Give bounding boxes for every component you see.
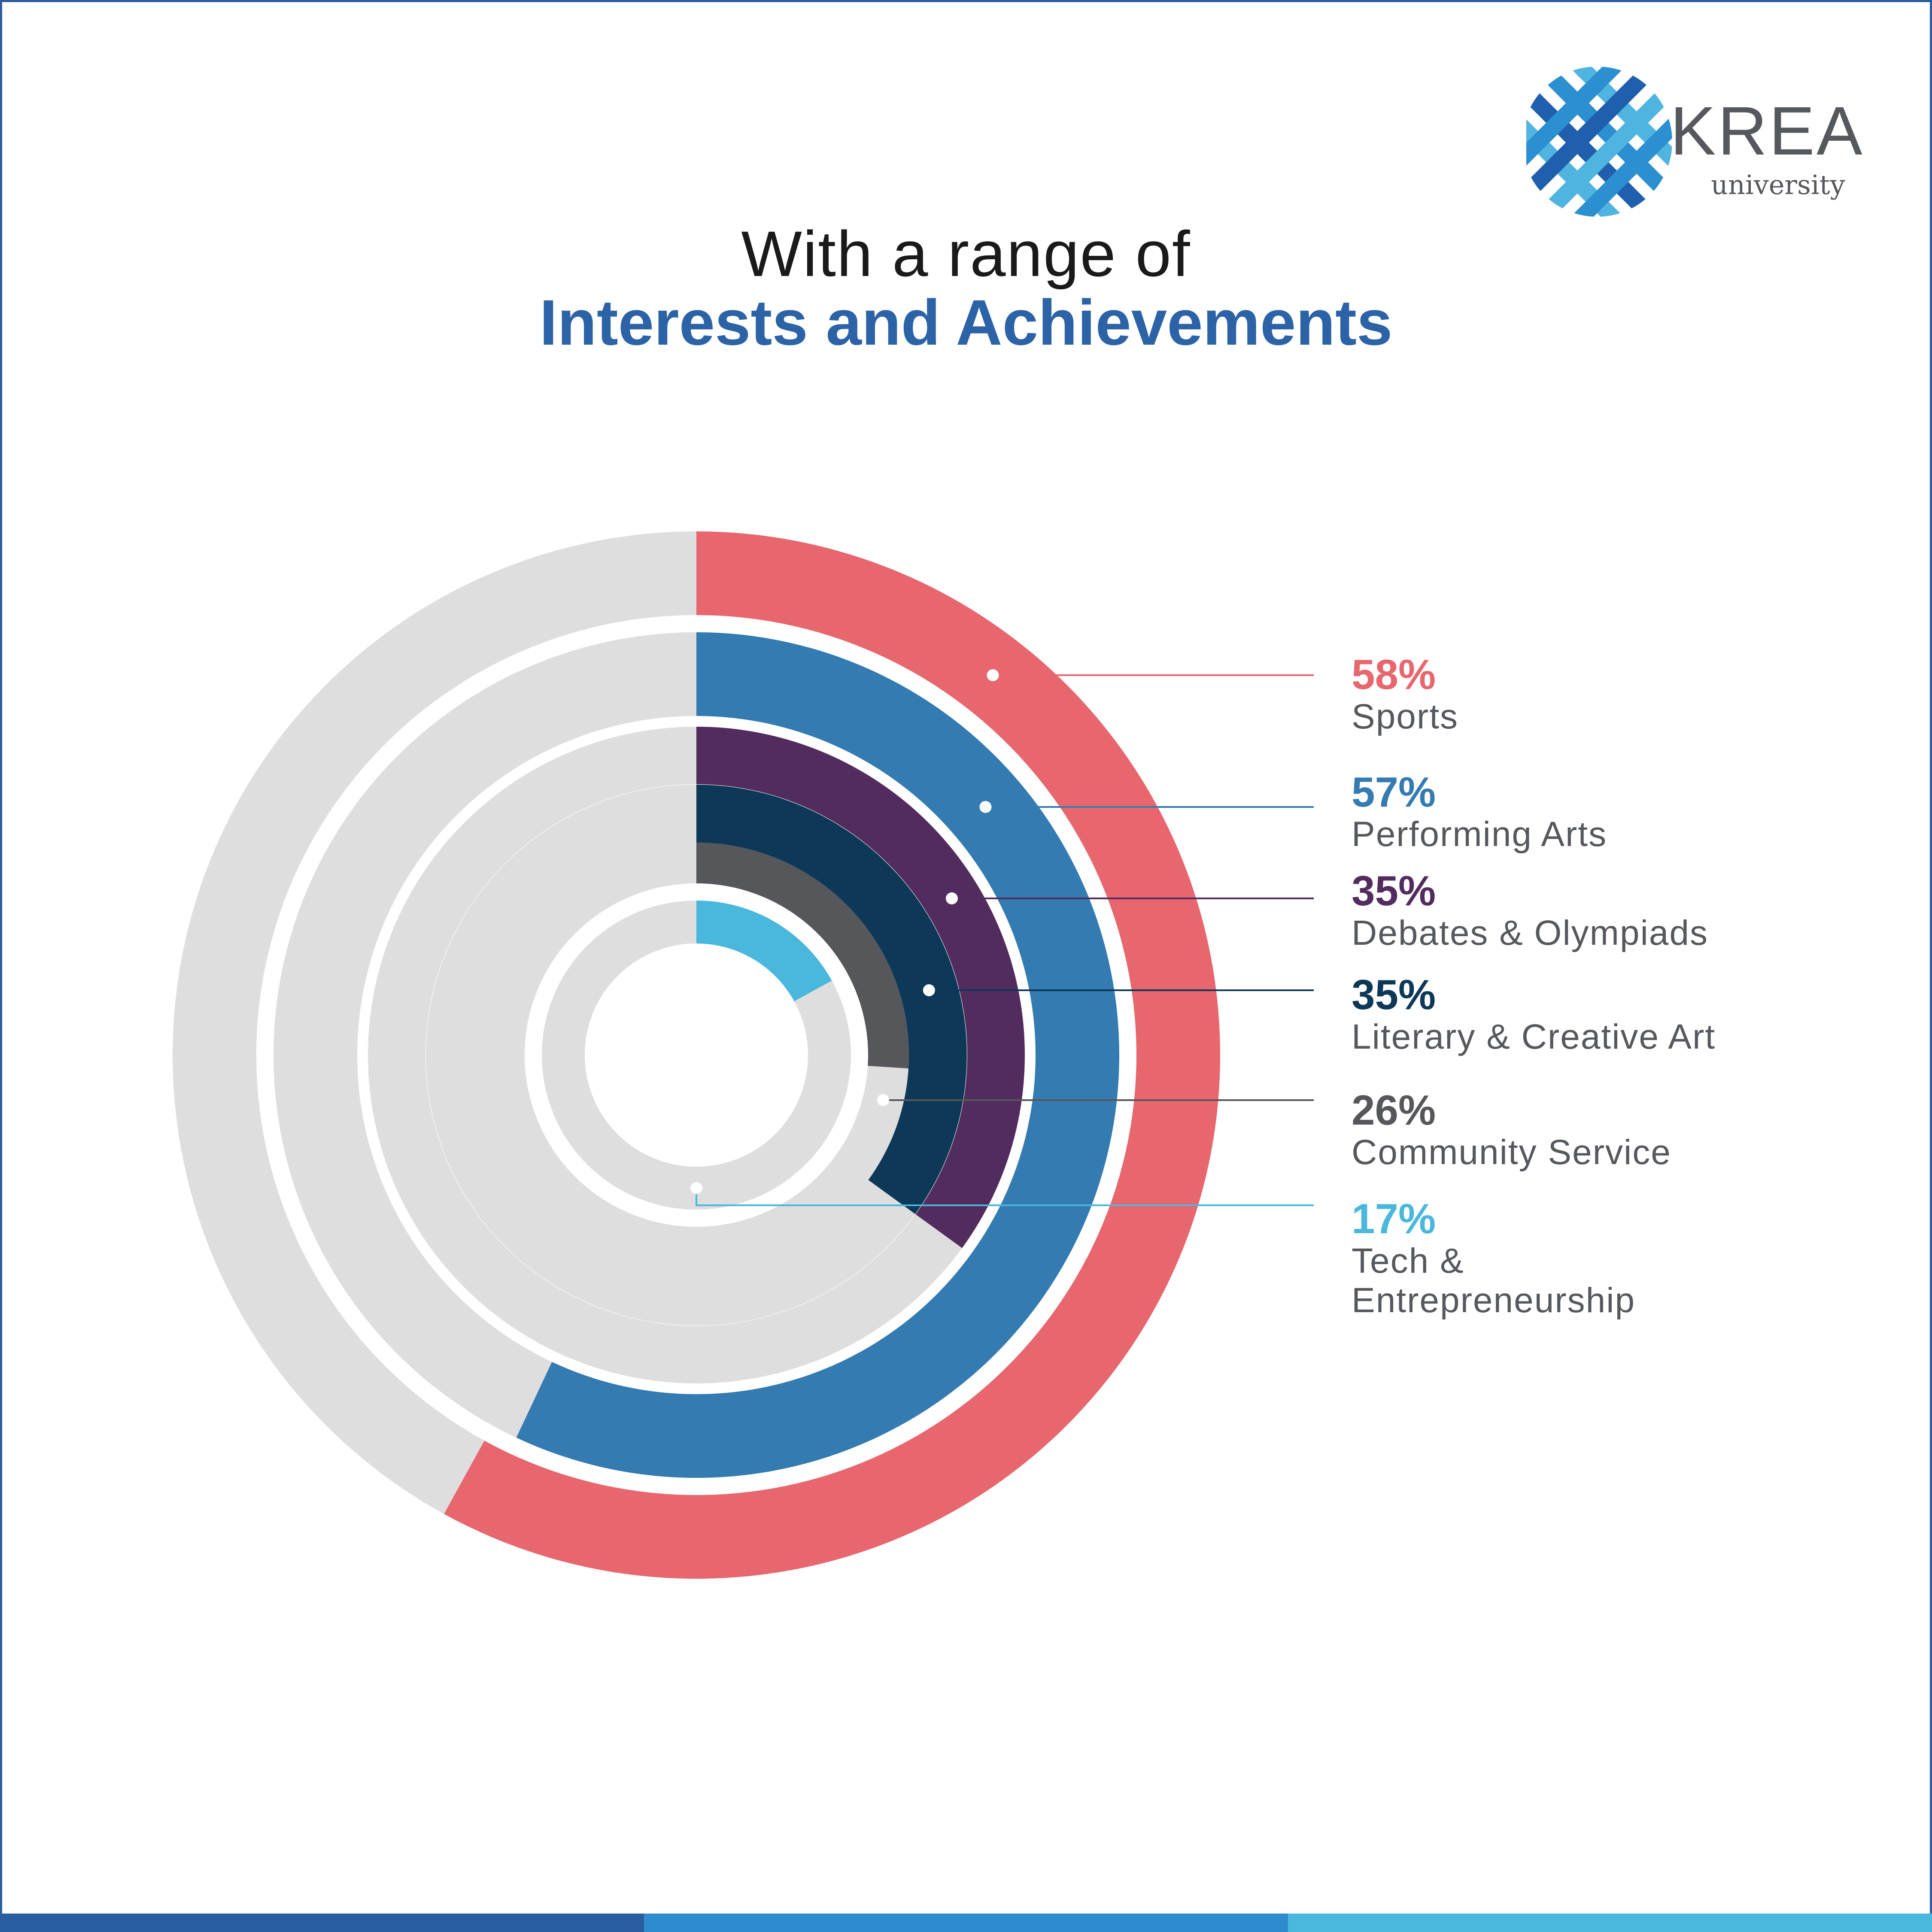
legend-item-community: 26% Community Service <box>1352 1089 1671 1172</box>
chart-bars <box>444 531 1220 1579</box>
logo-subtitle: university <box>1711 169 1845 200</box>
bar-literary-creative-art <box>696 785 967 1214</box>
legend-label: Community Service <box>1352 1133 1671 1172</box>
legend-label: Tech & Entrepreneurship <box>1352 1241 1636 1320</box>
legend-item-sports: 58% Sports <box>1352 653 1458 737</box>
footer-color-bar <box>0 1914 1932 1932</box>
leader-dot <box>877 1094 890 1106</box>
legend-pct: 58% <box>1352 651 1436 698</box>
krea-logo-mark-icon <box>1526 56 1681 236</box>
legend-item-literary: 35% Literary & Creative Art <box>1352 974 1716 1057</box>
footer-segment-3 <box>1288 1914 1932 1932</box>
bar-sports <box>444 531 1220 1579</box>
leader-dot <box>923 984 935 996</box>
bar-tech-entrepreneurship <box>696 901 832 1001</box>
legend-pct: 35% <box>1352 867 1436 914</box>
leader-dot <box>987 669 999 681</box>
legend-pct: 35% <box>1352 971 1436 1018</box>
krea-logo: KREA university <box>1526 56 1870 236</box>
leader-dot <box>690 1182 702 1194</box>
legend-label: Debates & Olympiads <box>1352 913 1709 952</box>
legend-label: Sports <box>1352 697 1458 736</box>
footer-segment-2 <box>644 1914 1288 1932</box>
legend-pct: 17% <box>1352 1195 1436 1242</box>
bar-community-service <box>696 843 909 1069</box>
title-line-2: Interests and Achievements <box>539 286 1393 358</box>
legend-label: Performing Arts <box>1352 815 1607 854</box>
footer-segment-1 <box>0 1914 644 1932</box>
legend-pct: 57% <box>1352 768 1436 816</box>
bar-performing-arts <box>516 632 1119 1478</box>
legend-pct: 26% <box>1352 1086 1436 1134</box>
legend-item-debates: 35% Debates & Olympiads <box>1352 870 1708 953</box>
leader-dot <box>945 892 958 904</box>
leader-dot <box>979 801 992 813</box>
logo-wordmark: KREA <box>1670 92 1864 169</box>
title-line-1: With a range of <box>741 218 1191 290</box>
bar-debates-olympiads <box>696 727 1025 1248</box>
legend-item-performing-arts: 57% Performing Arts <box>1352 771 1607 854</box>
legend-label: Literary & Creative Art <box>1352 1017 1716 1056</box>
chart-leader-lines <box>690 669 1314 1206</box>
legend-item-tech: 17% Tech & Entrepreneurship <box>1352 1198 1635 1320</box>
